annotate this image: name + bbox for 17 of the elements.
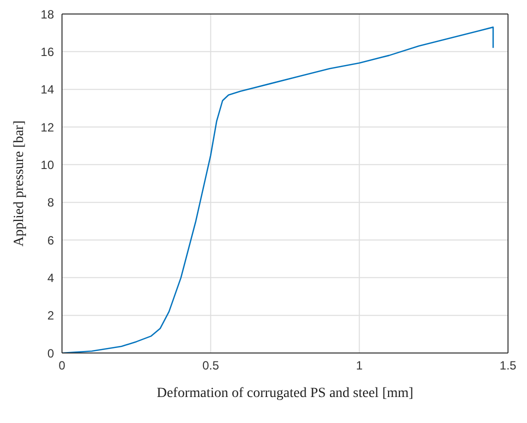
x-tick-label: 1	[356, 358, 363, 373]
line-series	[62, 26, 494, 353]
y-tick-label: 6	[47, 233, 54, 248]
y-tick-label: 8	[47, 196, 54, 210]
y-tick-label: 10	[40, 158, 54, 172]
y-axis-title: Applied pressure [bar]	[12, 120, 27, 246]
x-tick-label: 0	[58, 358, 66, 373]
y-tick-label: 14	[40, 82, 54, 97]
x-axis-title: Deformation of corrugated PS and steel [mm]	[156, 386, 414, 401]
x-tick-label: 0.5	[202, 358, 220, 373]
y-tick-label: 2	[47, 308, 54, 323]
y-tick-label: 12	[40, 120, 54, 134]
y-tick-label: 18	[40, 7, 54, 22]
y-tick-label: 16	[40, 44, 54, 59]
y-tick-label: 0	[47, 346, 54, 360]
y-tick-label: 4	[47, 270, 54, 285]
x-tick-label: 1.5	[500, 358, 517, 373]
